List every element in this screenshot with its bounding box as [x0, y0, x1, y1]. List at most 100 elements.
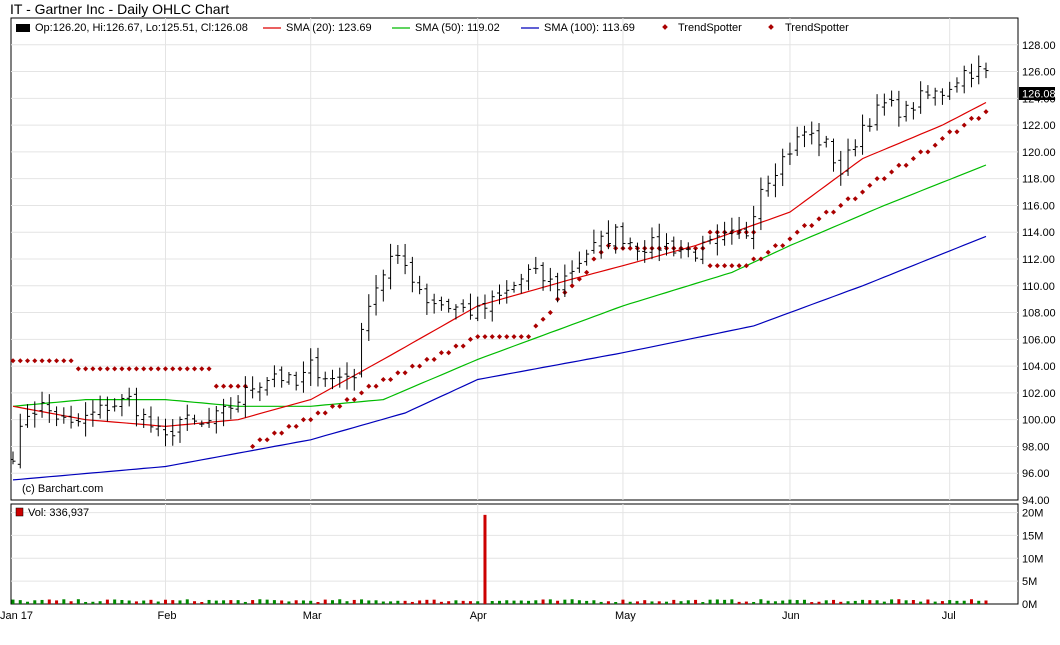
ohlc-bar [736, 216, 742, 239]
volume-bar [534, 600, 538, 604]
volume-bar [207, 599, 211, 604]
trendspotter-marker [830, 209, 837, 215]
ohlc-bars [10, 55, 989, 469]
ohlc-bar [39, 391, 45, 418]
ohlc-bar [467, 293, 473, 320]
ohlc-bar [257, 382, 263, 402]
ohlc-bar [881, 93, 887, 116]
volume-bar [563, 599, 567, 604]
ohlc-bar [555, 272, 561, 303]
volume-bar [665, 601, 669, 604]
volume-bar [40, 599, 44, 604]
ohlc-bar [322, 371, 328, 387]
volume-bar [621, 599, 625, 604]
trendspotter-marker [141, 366, 147, 372]
trendspotter-marker [308, 417, 314, 423]
ohlc-bar [54, 406, 60, 427]
volume-tick-label: 0M [1022, 599, 1037, 611]
volume-tick-label: 5M [1022, 576, 1037, 588]
volume-bar [730, 599, 734, 604]
ohlc-bar [584, 249, 590, 266]
volume-bar [635, 601, 639, 604]
trendspotter-marker [184, 366, 190, 372]
trendspotter-marker [707, 263, 713, 269]
ohlc-bar [918, 81, 924, 114]
ohlc-bar [591, 229, 597, 254]
price-tick-label: 128.00 [1022, 40, 1056, 52]
volume-bar [498, 600, 501, 604]
volume-bar [272, 600, 276, 604]
ohlc-bar [693, 248, 699, 262]
ohlc-bar [547, 267, 553, 292]
trendspotter-marker [358, 390, 365, 396]
volume-bar [766, 600, 770, 604]
volume-bar [62, 599, 66, 604]
price-tick-label: 120.00 [1022, 147, 1056, 159]
ohlc-bar [968, 63, 974, 88]
ohlc-bar [250, 376, 256, 399]
ohlc-bar [874, 94, 880, 131]
volume-bar [432, 599, 436, 604]
volume-bar [773, 601, 777, 604]
trendspotter-marker [133, 366, 139, 372]
volume-bar [955, 600, 959, 604]
ohlc-bar [199, 420, 205, 428]
ohlc-bar [845, 138, 851, 176]
volume-bar [984, 600, 988, 604]
ohlc-bar [787, 142, 793, 165]
ohlc-bar [925, 85, 931, 100]
volume-bar [345, 601, 349, 604]
ohlc-bar [889, 90, 895, 107]
price-tick-label: 96.00 [1022, 468, 1050, 480]
volume-bar [890, 599, 894, 604]
date-tick-label: Apr [470, 610, 487, 622]
ohlc-bar [634, 242, 640, 261]
trendspotter-marker [431, 356, 437, 362]
ohlc-bar [264, 377, 270, 396]
trendspotter-marker [221, 383, 227, 389]
trendspotter-marker [584, 269, 590, 275]
volume-bar [505, 600, 509, 604]
ohlc-bar [671, 236, 677, 257]
volume-bar [69, 601, 73, 604]
volume-bar [251, 600, 255, 604]
ohlc-bar [192, 414, 198, 425]
trendspotter-marker [475, 334, 481, 340]
volume-bar [592, 600, 596, 604]
volume-bar [447, 601, 451, 604]
ohlc-bar [504, 280, 510, 304]
volume-bar [962, 600, 966, 604]
volume-bar [723, 599, 727, 604]
last-price-box [1019, 87, 1055, 100]
volume-bar [570, 599, 574, 604]
ohlc-bar [605, 220, 611, 250]
volume-bar [977, 600, 981, 604]
ohlc-bar [562, 264, 568, 297]
price-tick-label: 112.00 [1022, 254, 1055, 266]
trendspotter-down-swatch [768, 24, 774, 30]
volume-bar [105, 599, 109, 604]
ohlc-bar [780, 148, 786, 187]
volume-bar [352, 599, 356, 604]
trendspotter-marker [206, 366, 212, 372]
ohlc-bar [867, 118, 873, 132]
trendspotter-marker [417, 363, 423, 369]
ohlc-bar [627, 237, 633, 247]
trendspotter-marker [518, 334, 524, 340]
volume-tick-label: 15M [1022, 530, 1043, 542]
ohlc-bar [213, 405, 219, 434]
volume-bar [200, 601, 204, 604]
volume-bar [541, 599, 545, 604]
trendspotter-marker [199, 366, 205, 372]
ohlc-bar [32, 401, 38, 428]
trendspotter-marker [467, 336, 474, 342]
ohlc-bar [90, 400, 96, 427]
volume-axis: 0M 5M 10M 15M 20M [1022, 508, 1043, 611]
volume-bar [258, 599, 262, 604]
volume-bar [193, 601, 197, 604]
ohlc-bar [228, 397, 234, 420]
volume-bar [853, 600, 857, 604]
ohlc-bar [765, 175, 771, 197]
price-tick-label: 94.00 [1022, 495, 1050, 507]
trendspotter-down-text: TrendSpotter [785, 22, 849, 34]
